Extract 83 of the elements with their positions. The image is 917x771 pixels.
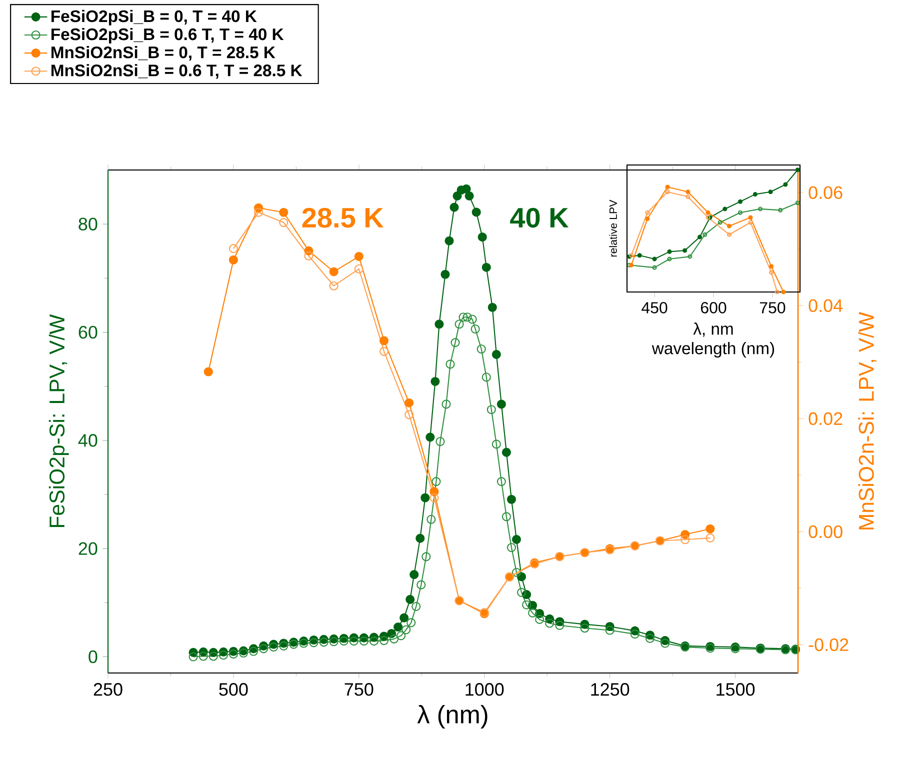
point — [768, 190, 773, 194]
point — [697, 234, 702, 240]
x-axis-title: λ, nm — [693, 322, 733, 337]
point — [706, 533, 715, 542]
point — [404, 398, 414, 408]
point — [645, 210, 650, 215]
point — [279, 208, 288, 217]
point — [204, 367, 213, 376]
y-tick-label: 40 — [78, 434, 98, 447]
x-axis-title: λ (nm) — [417, 704, 488, 729]
legend-label: MnSiO2nSi_B = 0, T = 28.5 K — [51, 46, 276, 61]
point — [752, 192, 758, 197]
x-tick-label: 450 — [642, 302, 668, 314]
point — [778, 208, 783, 212]
point — [404, 410, 414, 420]
point — [688, 254, 692, 259]
point — [769, 270, 774, 275]
y2-tick-label: 0.02 — [808, 412, 842, 426]
point — [718, 220, 722, 225]
legend-label: FeSiO2pSi_B = 0, T = 40 K — [51, 10, 257, 26]
x-tick-label: 750 — [344, 683, 374, 696]
point — [667, 249, 672, 254]
y2-axis-title: MnSiO2n-Si: LPV, V/W — [858, 312, 876, 530]
point — [686, 190, 690, 194]
y-tick-label: 20 — [78, 542, 98, 555]
y2-tick-label: 0.06 — [808, 186, 842, 199]
x-tick-label: 1250 — [591, 683, 630, 696]
point — [706, 210, 710, 215]
annotation: 28.5 K — [302, 208, 384, 228]
point — [702, 232, 708, 237]
annotation: wavelength (nm) — [652, 342, 774, 358]
y-tick-label: 80 — [78, 218, 98, 230]
point — [645, 216, 650, 221]
point — [795, 168, 800, 172]
point — [769, 264, 774, 269]
y2-tick-label: 0.04 — [808, 299, 843, 312]
point — [680, 535, 690, 544]
point — [304, 251, 314, 260]
point — [682, 248, 688, 253]
point — [379, 336, 389, 346]
point — [738, 199, 743, 204]
point — [652, 256, 657, 262]
point — [637, 253, 642, 258]
legend-label: MnSiO2nSi_B = 0.6 T, T = 28.5 K — [51, 64, 302, 79]
point — [667, 256, 672, 262]
point — [738, 210, 743, 215]
y2-tick-label: 0.00 — [808, 525, 842, 538]
point — [748, 215, 753, 220]
point — [354, 264, 364, 274]
point — [748, 220, 753, 225]
y-axis-title: FeSiO2p-Si: LPV, V/W — [48, 314, 69, 528]
point — [758, 206, 763, 212]
x-tick-label: 600 — [700, 302, 726, 314]
x-tick-label: 250 — [94, 683, 122, 696]
point — [783, 182, 788, 187]
y-axis-title: relative LPV — [609, 200, 617, 257]
y2-tick-label: -0.02 — [808, 638, 848, 652]
point — [726, 224, 732, 228]
point — [665, 190, 670, 194]
point — [665, 184, 670, 190]
point — [329, 267, 338, 276]
point — [781, 290, 786, 294]
point — [686, 194, 690, 200]
point — [706, 524, 715, 534]
legend-label: FeSiO2pSi_B = 0.6 T, T = 40 K — [51, 28, 284, 44]
point — [652, 265, 657, 270]
point — [254, 208, 264, 217]
point — [228, 255, 238, 264]
point — [430, 493, 439, 502]
x-tick-label: 500 — [219, 683, 248, 696]
x-tick-label: 750 — [760, 302, 786, 314]
y-tick-label: 60 — [78, 326, 98, 339]
point — [329, 281, 338, 290]
y-tick-label: 0 — [88, 650, 98, 664]
point — [354, 252, 364, 262]
point — [722, 206, 728, 212]
annotation: 40 K — [510, 208, 569, 228]
point — [379, 346, 389, 356]
point — [228, 244, 238, 254]
x-tick-label: 1000 — [466, 683, 504, 696]
point — [279, 218, 288, 228]
point — [726, 232, 732, 237]
x-tick-label: 1500 — [716, 683, 755, 696]
